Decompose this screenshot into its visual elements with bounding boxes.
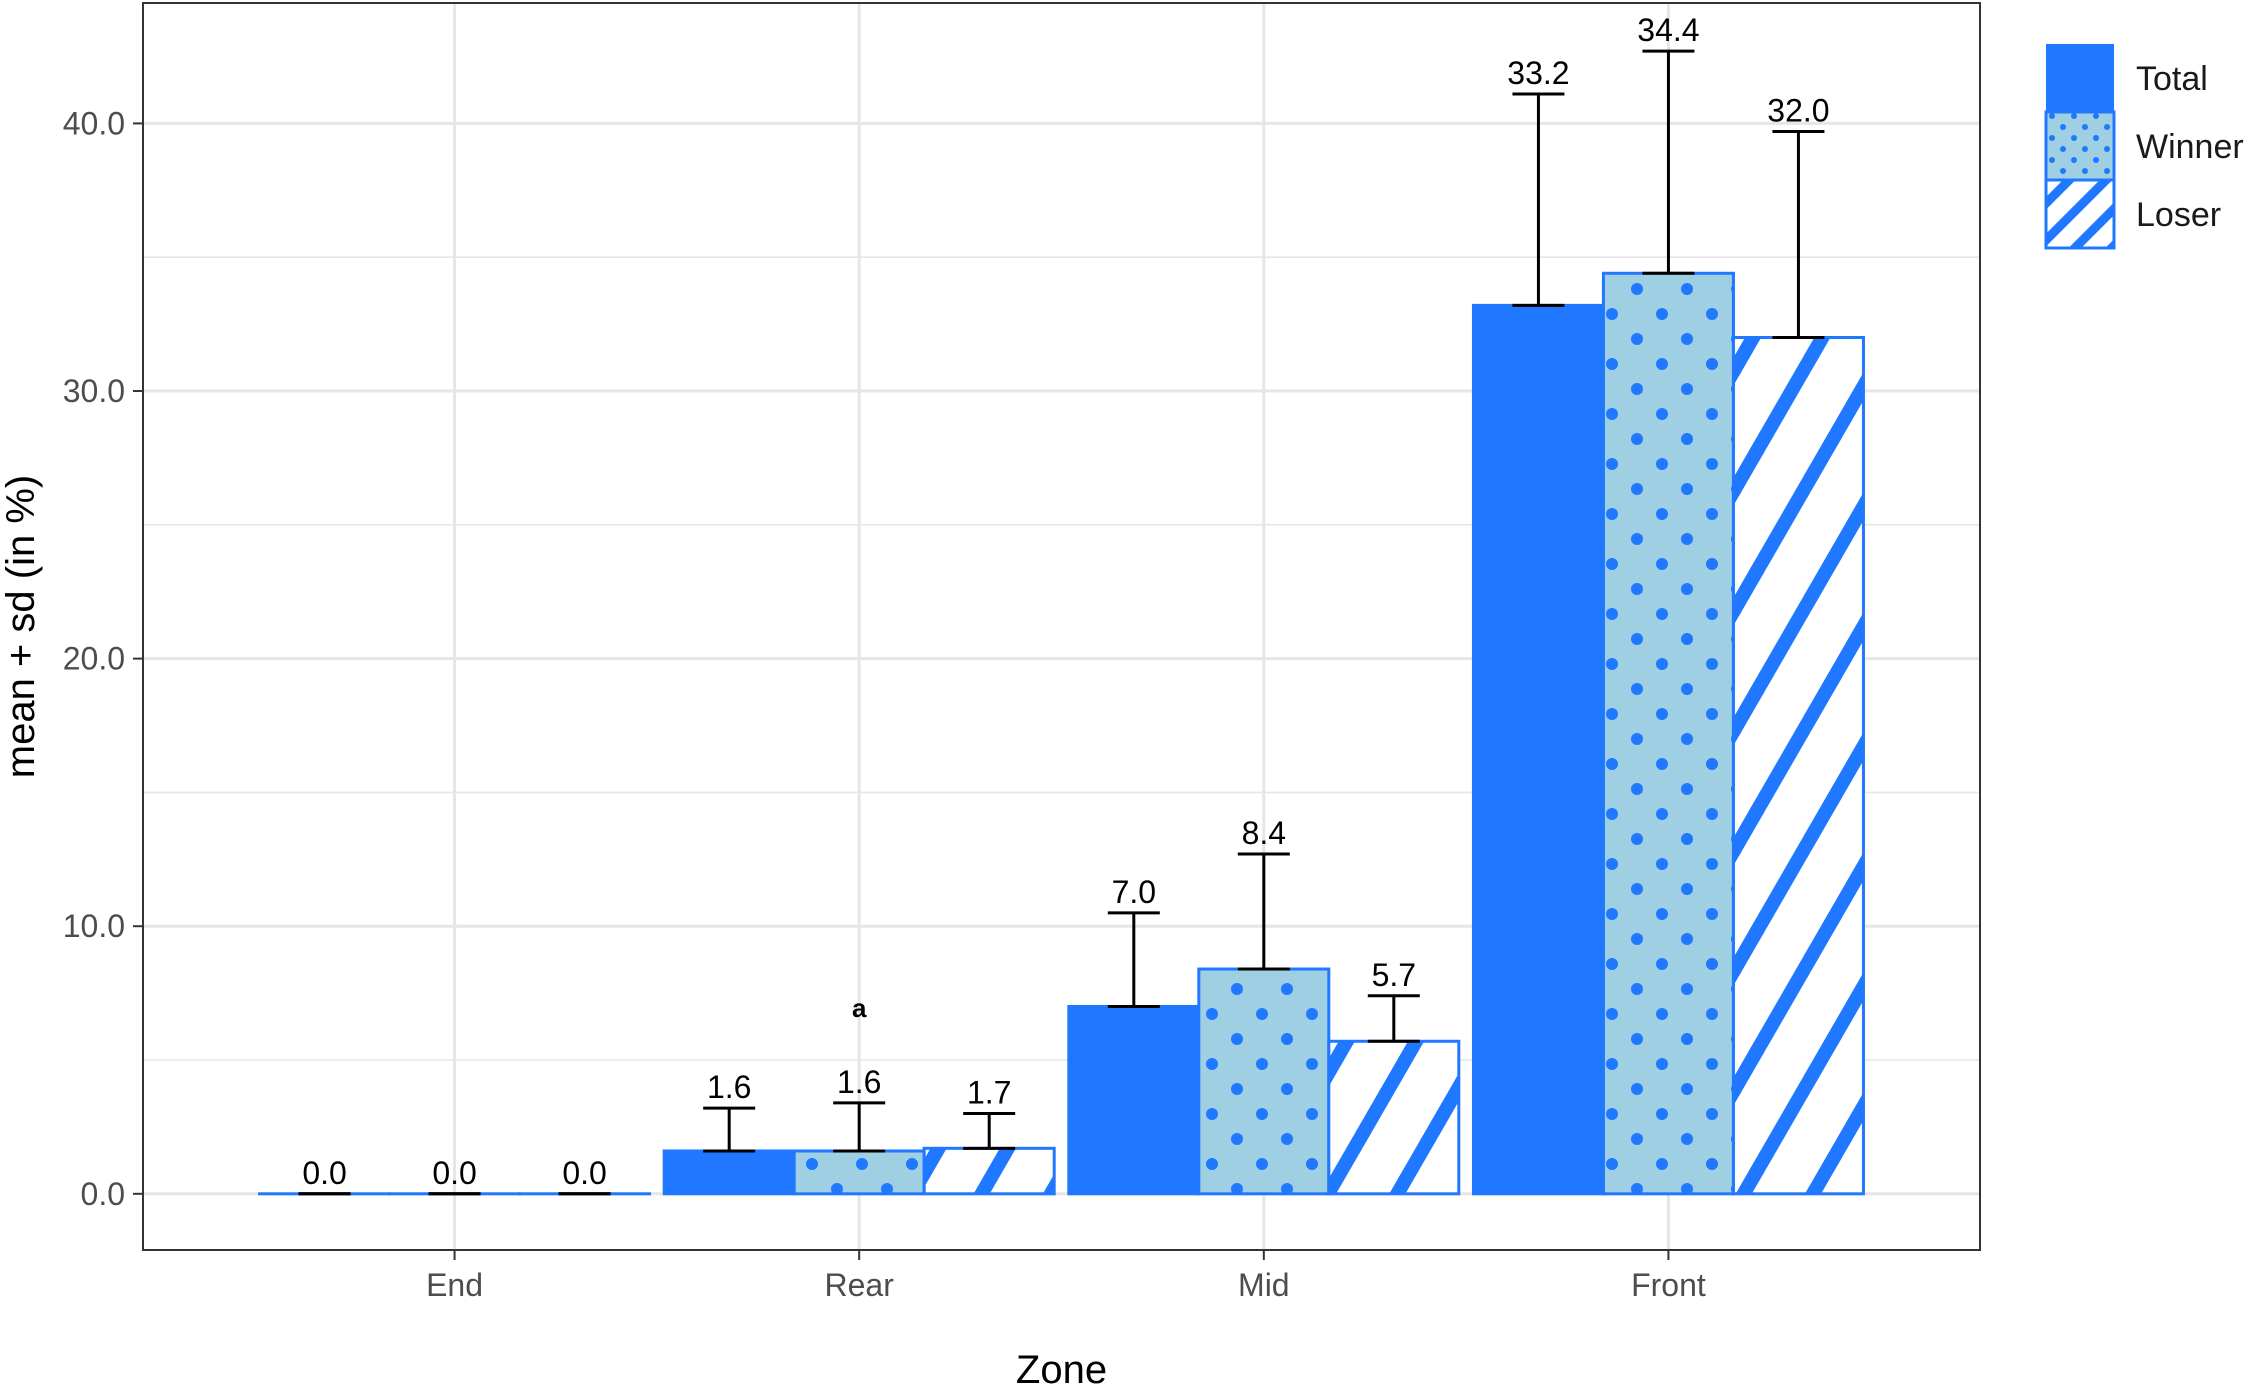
data-label-loser: 5.7 xyxy=(1372,957,1416,993)
legend-label: Winner xyxy=(2136,128,2244,166)
bar-loser xyxy=(922,1146,1056,1196)
data-label-loser: 32.0 xyxy=(1767,92,1829,128)
legend-item-total: Total xyxy=(2046,44,2208,112)
data-labels: 0.0 1.6 7.0 33.2 0.0 1.6 8.4 34.4 0.0 1.7 5.7 32.0 a xyxy=(302,12,1829,1191)
y-axis: 0.0 10.0 20.0 30.0 40.0 xyxy=(63,105,143,1212)
y-tick-label: 0.0 xyxy=(81,1176,125,1212)
legend-item-loser: Loser xyxy=(2044,178,2221,250)
bar-winner xyxy=(1197,967,1331,1196)
legend-swatch xyxy=(2046,44,2114,112)
y-axis-title: mean + sd (in %) xyxy=(0,475,43,778)
data-label-total: 7.0 xyxy=(1112,874,1156,910)
data-label-total: 33.2 xyxy=(1507,55,1569,91)
x-tick-label: Rear xyxy=(825,1267,895,1303)
legend-swatch xyxy=(2044,110,2116,182)
legend-label: Loser xyxy=(2136,196,2221,234)
legend: Total Winner Loser xyxy=(2044,44,2244,250)
plot-frame xyxy=(142,2,1981,1251)
data-label-winner: 8.4 xyxy=(1242,815,1286,851)
x-axis-title: Zone xyxy=(1016,1348,1107,1392)
y-tick-label: 40.0 xyxy=(63,105,125,141)
data-label-total: 1.6 xyxy=(707,1069,751,1105)
y-tick-label: 10.0 xyxy=(63,908,125,944)
legend-swatch xyxy=(2044,178,2116,250)
bars xyxy=(258,271,1865,1196)
data-label-loser: 0.0 xyxy=(562,1155,606,1191)
data-label-loser: 1.7 xyxy=(967,1075,1011,1111)
data-label-total: 0.0 xyxy=(302,1155,346,1191)
bar-winner xyxy=(1601,271,1735,1196)
x-tick-label: End xyxy=(426,1267,483,1303)
data-label-winner: 1.6 xyxy=(837,1064,881,1100)
x-tick-label: Front xyxy=(1631,1267,1706,1303)
legend-item-winner: Winner xyxy=(2044,110,2244,182)
bar-winner xyxy=(792,1149,926,1196)
data-label-winner: 0.0 xyxy=(432,1155,476,1191)
y-tick-label: 20.0 xyxy=(63,641,125,677)
data-label-winner: 34.4 xyxy=(1637,12,1699,48)
bar-total xyxy=(1471,303,1605,1196)
bar-total xyxy=(662,1149,796,1196)
x-axis: End Rear Mid Front xyxy=(426,1250,1706,1303)
y-tick-label: 30.0 xyxy=(63,373,125,409)
x-tick-label: Mid xyxy=(1238,1267,1290,1303)
annotation-label: a xyxy=(852,993,867,1023)
bar-total xyxy=(1067,1004,1201,1196)
legend-label: Total xyxy=(2136,60,2208,98)
error-bars xyxy=(298,49,1825,1196)
bar-loser xyxy=(1327,1039,1461,1196)
bar-loser xyxy=(1731,335,1865,1196)
